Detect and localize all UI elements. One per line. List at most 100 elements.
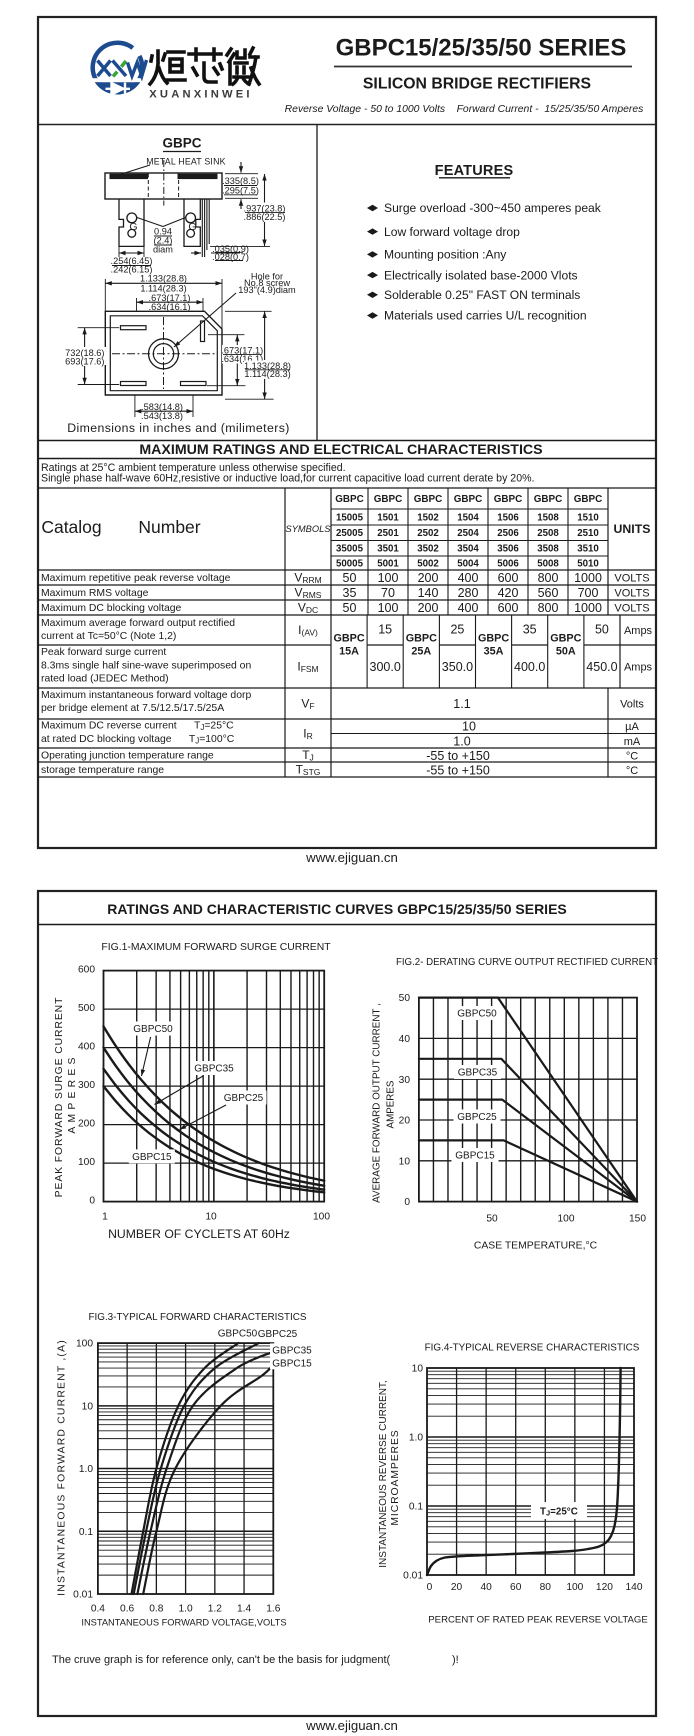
svg-text:diam: diam [153,245,173,255]
svg-text:FIG.4-TYPICAL REVERSE CHARACTE: FIG.4-TYPICAL REVERSE CHARACTERISTICS [425,1343,640,1354]
svg-text:IFSM: IFSM [297,660,318,675]
svg-text:50A: 50A [556,645,576,657]
svg-text:Number: Number [138,517,200,537]
svg-text:300.0: 300.0 [370,660,401,674]
svg-text:No.8 screw: No.8 screw [244,278,290,288]
svg-text:TJ: TJ [302,748,314,763]
svg-text:5006: 5006 [497,558,519,569]
svg-text:60: 60 [510,1582,522,1593]
svg-text:www.ejiguan.cn: www.ejiguan.cn [305,1718,398,1733]
svg-text:GBPC: GBPC [550,632,581,644]
svg-text:RATINGS AND CHARACTERISTIC CUR: RATINGS AND CHARACTERISTIC CURVES GBPC15… [107,901,567,917]
svg-text:GBPC25: GBPC25 [258,1329,298,1340]
svg-text:mA: mA [624,736,641,748]
svg-text:GBPC: GBPC [494,494,523,505]
svg-text:1.0: 1.0 [179,1604,193,1615]
svg-text:Surge overload -300~450 ampere: Surge overload -300~450 amperes peak [384,201,602,215]
svg-text:0.01: 0.01 [403,1571,423,1582]
svg-text:193"(4.9)diam: 193"(4.9)diam [238,285,296,295]
svg-text:Catalog: Catalog [41,517,101,537]
svg-text:SILICON BRIDGE RECTIFIERS: SILICON BRIDGE RECTIFIERS [363,76,591,93]
svg-text:5008: 5008 [537,558,559,569]
svg-text:at rated DC blocking voltage: at rated DC blocking voltage TJ=100°C [41,734,235,746]
svg-text:MAXIMUM RATINGS AND ELECTRICAL: MAXIMUM RATINGS AND ELECTRICAL CHARACTER… [139,442,542,458]
svg-text:GBPC15: GBPC15 [132,1152,172,1163]
svg-text:Electrically isolated base-200: Electrically isolated base-2000 Vlots [384,268,578,282]
svg-text:CASE TEMPERATURE,°C: CASE TEMPERATURE,°C [474,1241,598,1252]
svg-text:400: 400 [458,571,479,585]
svg-text:.028(0.7): .028(0.7) [212,252,249,262]
svg-text:Reverse Voltage - 50 to 1000 V: Reverse Voltage - 50 to 1000 Volts Forwa… [285,104,644,115]
svg-text:280: 280 [458,586,479,600]
svg-text:35: 35 [523,622,537,636]
svg-text:150: 150 [629,1214,646,1225]
svg-text:Solderable 0.25" FAST ON termi: Solderable 0.25" FAST ON terminals [384,288,580,302]
svg-text:40: 40 [399,1034,411,1045]
svg-text:10: 10 [205,1212,217,1223]
svg-text:0.4: 0.4 [91,1604,105,1615]
svg-text:VRMS: VRMS [295,586,322,601]
svg-text:15: 15 [378,622,392,636]
svg-text:GBPC25: GBPC25 [457,1112,497,1123]
svg-text:1000: 1000 [574,601,602,615]
svg-text:GBPC50: GBPC50 [218,1329,258,1340]
svg-text:1501: 1501 [377,512,399,523]
svg-text:35005: 35005 [336,544,364,555]
svg-text:40: 40 [480,1582,492,1593]
svg-text:600: 600 [498,601,519,615]
svg-text:INSTANTANEOUS FORWARD CURRENT: INSTANTANEOUS FORWARD CURRENT ,(A) [57,1339,68,1596]
svg-text:693(17.6): 693(17.6) [65,357,104,367]
svg-text:420: 420 [498,586,519,600]
svg-text:50: 50 [399,993,411,1004]
svg-text:3508: 3508 [537,544,559,555]
svg-text:10: 10 [412,1364,424,1375]
svg-text:GBPC15/25/35/50 SERIES: GBPC15/25/35/50 SERIES [336,34,627,61]
svg-text:PERCENT OF RATED PEAK REVERSE: PERCENT OF RATED PEAK REVERSE VOLTAGE [428,1614,647,1625]
svg-text:GBPC35: GBPC35 [458,1068,498,1079]
svg-text:20: 20 [451,1582,463,1593]
svg-text:GBPC: GBPC [406,632,437,644]
svg-text:1.0: 1.0 [453,734,470,748]
svg-text:.242(6.15): .242(6.15) [111,265,153,275]
svg-text:TJ=25°C: TJ=25°C [540,1507,578,1518]
svg-text:600: 600 [78,965,95,976]
svg-text:FIG.3-TYPICAL FORWARD CHARACTE: FIG.3-TYPICAL FORWARD CHARACTERISTICS [88,1312,306,1323]
svg-text:GBPC: GBPC [454,494,483,505]
svg-text:0.01: 0.01 [73,1590,93,1601]
svg-text:NUMBER OF CYCLETS AT 60Hz: NUMBER OF CYCLETS AT 60Hz [108,1227,290,1241]
svg-text:200: 200 [78,1119,95,1130]
svg-text:(2.4): (2.4) [154,236,173,246]
svg-text:0.1: 0.1 [409,1502,423,1513]
svg-text:VOLTS: VOLTS [614,572,649,584]
svg-text:1.0: 1.0 [409,1433,423,1444]
svg-text:Mounting position :Any: Mounting position :Any [384,248,507,262]
svg-text:15005: 15005 [336,512,364,523]
svg-text:VRRM: VRRM [294,571,321,586]
svg-text:15A: 15A [339,645,359,657]
svg-text:100: 100 [76,1339,93,1350]
svg-text:200: 200 [418,571,439,585]
svg-text:VOLTS: VOLTS [614,602,649,614]
svg-text:Maximum DC blocking voltage: Maximum DC blocking voltage [41,603,182,614]
svg-text:500: 500 [78,1003,95,1014]
svg-text:700: 700 [578,586,599,600]
svg-text:1508: 1508 [537,512,559,523]
svg-text:140: 140 [418,586,439,600]
svg-text:20: 20 [399,1116,411,1127]
svg-text:3502: 3502 [417,544,439,555]
svg-text:50: 50 [343,601,357,615]
svg-text:1.133(28.8): 1.133(28.8) [140,274,187,284]
svg-text:.335(8.5): .335(8.5) [222,176,259,186]
svg-text:2506: 2506 [497,528,519,539]
svg-text:Dimensions in inches and (mili: Dimensions in inches and (milimeters) [67,421,290,435]
svg-text:Maximum instantaneous forward: Maximum instantaneous forward voltage do… [41,690,251,701]
svg-text:Maximum RMS voltage: Maximum RMS voltage [41,588,149,599]
svg-text:The cruve graph is for referen: The cruve graph is for reference only, c… [52,1654,391,1666]
svg-text:800: 800 [538,571,559,585]
svg-text:450.0: 450.0 [586,660,617,674]
svg-text:1.2: 1.2 [208,1604,222,1615]
svg-text:0: 0 [404,1197,410,1208]
svg-text:1.1: 1.1 [453,697,470,711]
svg-text:2508: 2508 [537,528,559,539]
svg-text:GBPC25: GBPC25 [224,1093,264,1104]
